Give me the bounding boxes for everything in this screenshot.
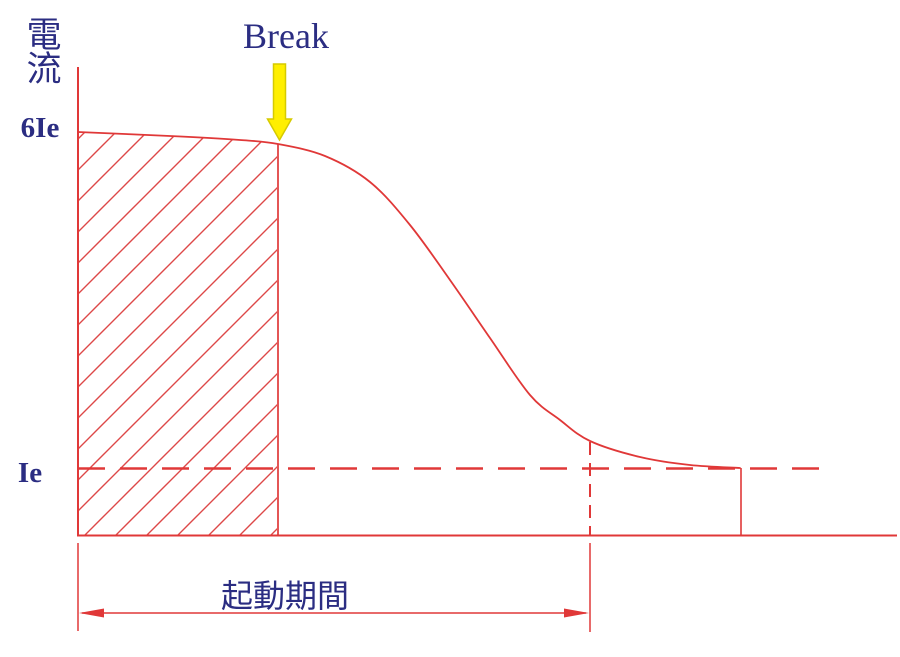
break-label: Break [243,16,329,56]
dimension-arrowhead-left-icon [79,608,104,618]
y-axis-label-char-bottom: 流 [26,50,61,89]
dimension-arrowhead-right-icon [564,608,589,618]
tick-6ie: 6Ie [21,112,60,144]
startup-period-dimension [77,543,591,632]
current-curve [77,131,741,469]
startup-period-label: 起動期間 [221,578,349,614]
y-axis-label-char-top: 電 [26,16,61,55]
tick-ie: Ie [18,457,42,489]
break-down-arrow-icon [266,63,293,142]
hatched-region [79,132,277,535]
